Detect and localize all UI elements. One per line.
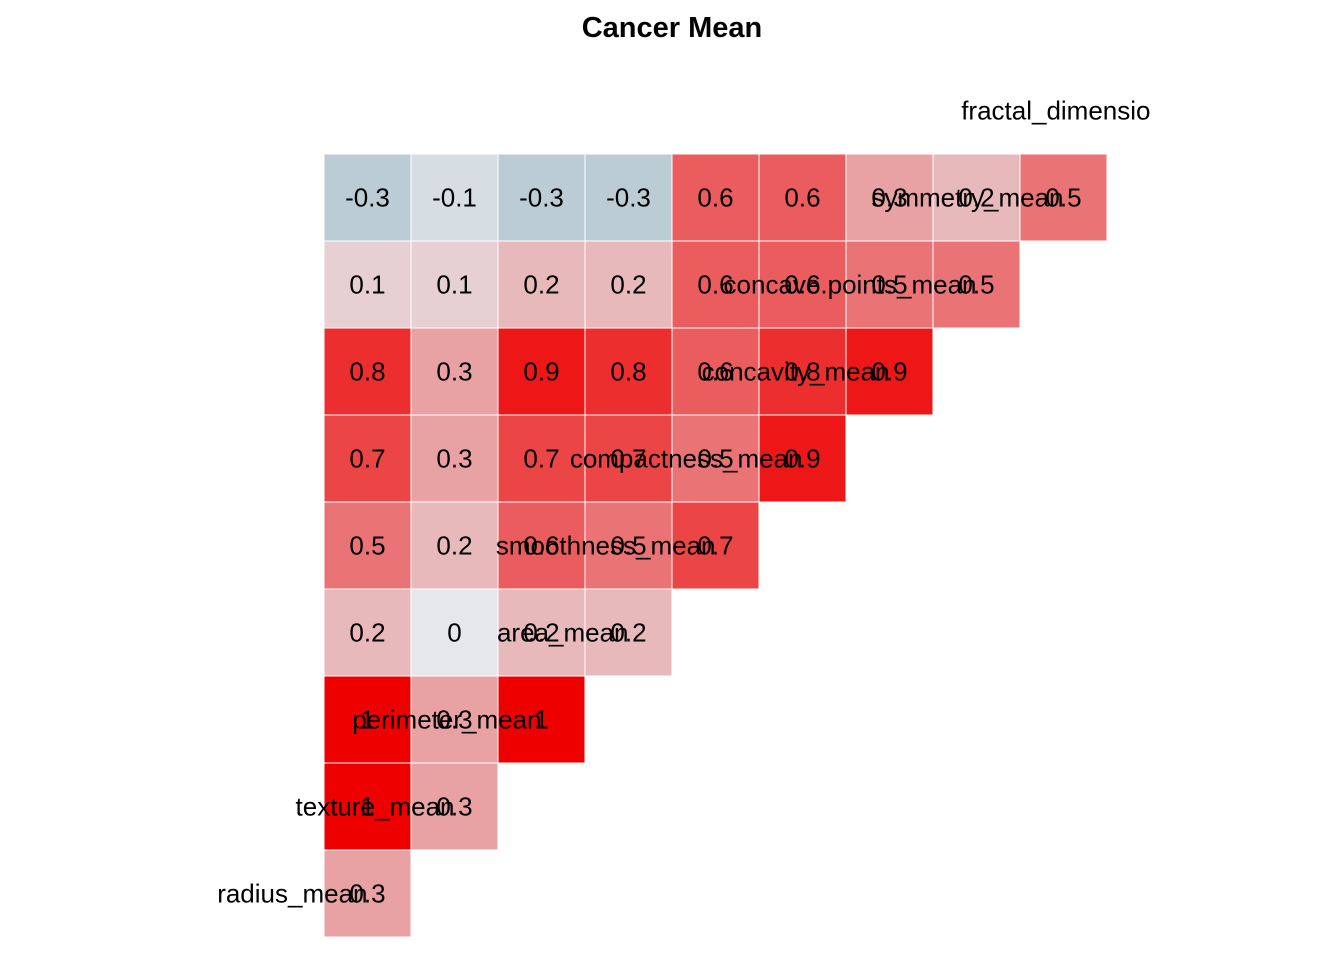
variable-label-0: radius_mean — [217, 879, 367, 909]
heatmap-cell-r4-c0 — [323, 588, 412, 677]
heatmap-cell-r3-c0 — [323, 675, 412, 764]
heatmap-value-r9-c6: 0.3 — [871, 183, 907, 213]
heatmap-cell-r9-c1 — [410, 153, 499, 242]
variable-labels: radius_mean texture_mean perimeter_mean are… — [217, 96, 1150, 909]
heatmap-value-r5-c1: 0.2 — [436, 531, 472, 561]
heatmap-cell-r6-c0 — [323, 414, 412, 503]
heatmap-value-r8-c3: 0.2 — [610, 270, 646, 300]
variable-label-1: texture_mean — [296, 792, 455, 822]
heatmap-value-r9-c3: -0.3 — [606, 183, 651, 213]
heatmap-cell-r1-c0 — [323, 849, 412, 938]
heatmap-value-r8-c0: 0.1 — [349, 270, 385, 300]
variable-label-7: concave.points_mean — [724, 270, 977, 300]
heatmap-value-r3-c2: 1 — [534, 705, 548, 735]
heatmap-value-r6-c2: 0.7 — [523, 444, 559, 474]
heatmap-value-r9-c1: -0.1 — [432, 183, 477, 213]
variable-label-9: fractal_dimensio — [961, 96, 1150, 126]
heatmap-value-r9-c5: 0.6 — [784, 183, 820, 213]
heatmap-cell-r8-c7 — [932, 240, 1021, 329]
heatmap-cell-r3-c2 — [497, 675, 586, 764]
heatmap-value-r7-c4: 0.6 — [697, 357, 733, 387]
heatmap-cell-r9-c6 — [845, 153, 934, 242]
heatmap-value-r7-c2: 0.9 — [523, 357, 559, 387]
heatmap-value-r5-c4: 0.7 — [697, 531, 733, 561]
heatmap-value-r1-c0: 0.3 — [349, 879, 385, 909]
heatmap-cell-r4-c2 — [497, 588, 586, 677]
heatmap-value-r5-c3: 0.5 — [610, 531, 646, 561]
heatmap-value-r5-c2: 0.6 — [523, 531, 559, 561]
heatmap-value-r2-c1: 0.3 — [436, 792, 472, 822]
variable-label-2: perimeter_mean — [352, 705, 541, 735]
heatmap-value-r8-c7: 0.5 — [958, 270, 994, 300]
heatmap-value-r7-c5: 0.8 — [784, 357, 820, 387]
heatmap-cell-r6-c2 — [497, 414, 586, 503]
heatmap-value-r5-c0: 0.5 — [349, 531, 385, 561]
heatmap-cell-r2-c0 — [323, 762, 412, 851]
heatmap-value-r3-c1: 0.3 — [436, 705, 472, 735]
heatmap-value-r8-c5: 0.6 — [784, 270, 820, 300]
heatmap-value-r6-c4: 0.5 — [697, 444, 733, 474]
heatmap-cell-r6-c3 — [584, 414, 673, 503]
heatmap-value-r9-c2: -0.3 — [519, 183, 564, 213]
heatmap-values: 0.3 1 0.3 1 0.3 1 0.2 0 0.2 0.2 0.5 0.2 0.6 0.5 0.7 0.7… — [345, 183, 1081, 909]
heatmap-value-r9-c0: -0.3 — [345, 183, 390, 213]
heatmap-cell-r8-c6 — [845, 240, 934, 329]
heatmap-value-r4-c3: 0.2 — [610, 618, 646, 648]
heatmap-cell-r5-c1 — [410, 501, 499, 590]
heatmap-cell-r7-c5 — [758, 327, 847, 416]
heatmap-value-r4-c2: 0.2 — [523, 618, 559, 648]
heatmap-cells — [323, 153, 1108, 938]
heatmap-cell-r7-c1 — [410, 327, 499, 416]
heatmap-cell-r9-c8 — [1019, 153, 1108, 242]
heatmap-cell-r9-c4 — [671, 153, 760, 242]
heatmap-cell-r6-c1 — [410, 414, 499, 503]
heatmap-cell-r8-c5 — [758, 240, 847, 329]
heatmap-cell-r9-c5 — [758, 153, 847, 242]
heatmap-cell-r7-c6 — [845, 327, 934, 416]
heatmap-value-r7-c3: 0.8 — [610, 357, 646, 387]
heatmap-cell-r6-c4 — [671, 414, 760, 503]
heatmap-cell-r5-c2 — [497, 501, 586, 590]
heatmap-cell-r5-c4 — [671, 501, 760, 590]
heatmap-value-r6-c1: 0.3 — [436, 444, 472, 474]
heatmap-value-r2-c0: 1 — [360, 792, 374, 822]
variable-label-6: concavity_mean — [702, 357, 890, 387]
heatmap-cell-r7-c3 — [584, 327, 673, 416]
heatmap-value-r4-c0: 0.2 — [349, 618, 385, 648]
heatmap-cell-r8-c0 — [323, 240, 412, 329]
heatmap-value-r8-c2: 0.2 — [523, 270, 559, 300]
variable-label-5: compactness_mean — [570, 444, 803, 474]
heatmap-value-r7-c6: 0.9 — [871, 357, 907, 387]
variable-label-3: area_mean — [497, 618, 629, 648]
heatmap-cell-r9-c3 — [584, 153, 673, 242]
heatmap-cell-r4-c3 — [584, 588, 673, 677]
heatmap-cell-r4-c1 — [410, 588, 499, 677]
heatmap-value-r9-c7: 0.2 — [958, 183, 994, 213]
heatmap-value-r6-c0: 0.7 — [349, 444, 385, 474]
variable-label-8: symmetry_mean — [871, 183, 1063, 213]
heatmap-value-r9-c4: 0.6 — [697, 183, 733, 213]
heatmap-value-r9-c8: 0.5 — [1045, 183, 1081, 213]
heatmap-value-r8-c6: 0.5 — [871, 270, 907, 300]
chart-title: Cancer Mean — [582, 12, 763, 44]
heatmap-cell-r9-c2 — [497, 153, 586, 242]
heatmap-value-r8-c4: 0.6 — [697, 270, 733, 300]
heatmap-value-r6-c5: 0.9 — [784, 444, 820, 474]
heatmap-cell-r3-c1 — [410, 675, 499, 764]
heatmap-value-r8-c1: 0.1 — [436, 270, 472, 300]
heatmap-value-r3-c0: 1 — [360, 705, 374, 735]
heatmap-value-r7-c0: 0.8 — [349, 357, 385, 387]
heatmap-value-r7-c1: 0.3 — [436, 357, 472, 387]
heatmap-cell-r9-c0 — [323, 153, 412, 242]
heatmap-value-r4-c1: 0 — [447, 618, 461, 648]
heatmap-value-r6-c3: 0.7 — [610, 444, 646, 474]
variable-label-4: smoothness_mean — [496, 531, 716, 561]
heatmap-cell-r6-c5 — [758, 414, 847, 503]
